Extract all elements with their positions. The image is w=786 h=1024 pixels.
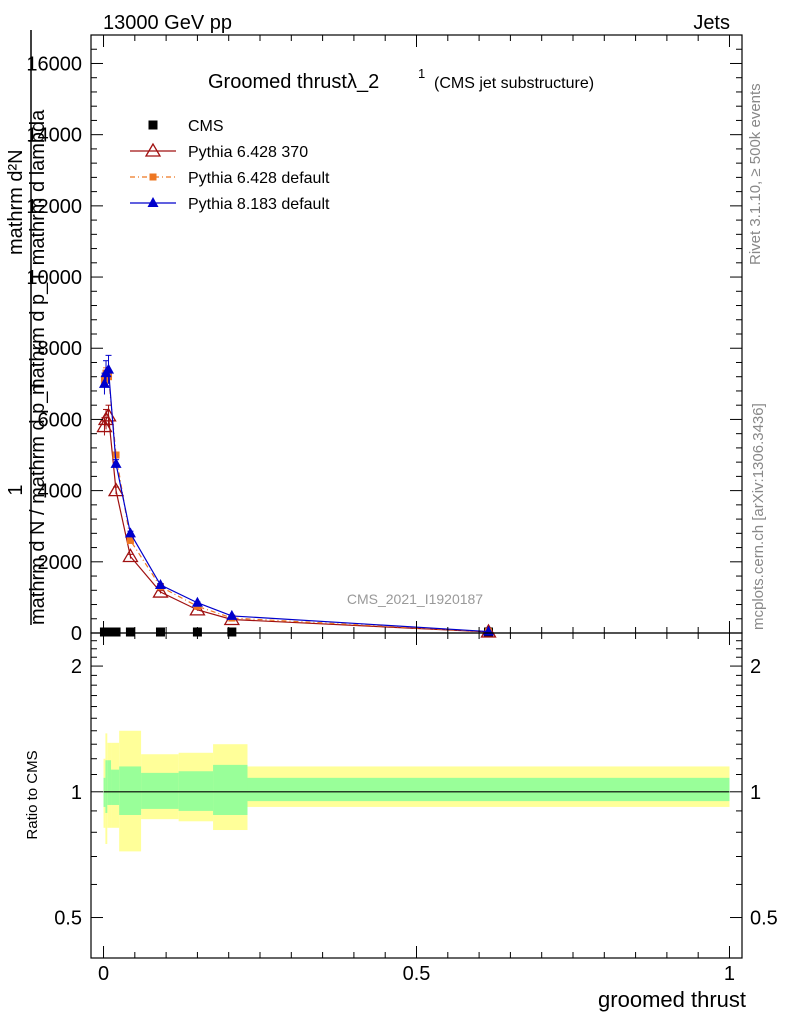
x-tick-labels: 0 0.5 1 [98, 963, 735, 985]
data-point [111, 627, 121, 637]
watermark-layer: CMS_2021_I1920187 [347, 591, 483, 607]
legend-label: Pythia 6.428 370 [188, 144, 308, 161]
y-title-prefix-num: 1 [5, 484, 27, 495]
ratio-ticks: 0.5 0.5 1 1 2 2 [54, 633, 778, 958]
ratio-y-tick-label: 0.5 [54, 908, 82, 930]
ratio-y-tick-label: 1 [71, 782, 82, 804]
y-title-denominator: mathrm d p_T mathrm d lambda [27, 109, 49, 395]
data-point [107, 482, 125, 497]
legend-marker [148, 120, 158, 130]
data-point [191, 596, 203, 607]
data-point [110, 457, 122, 468]
data-point [112, 451, 120, 459]
legend-label: Pythia 8.183 default [188, 196, 330, 213]
process-label: Jets [693, 12, 730, 34]
ratio-uncertainty-band-inner [107, 760, 112, 805]
ratio-uncertainty-band-inner [119, 766, 142, 815]
data-point [122, 548, 139, 563]
legend-marker [147, 197, 159, 207]
x-tick-label: 0 [98, 963, 109, 985]
ratio-uncertainty-band-inner [213, 764, 248, 815]
data-point [125, 627, 135, 637]
ratio-panel: 0.5 0.5 1 1 2 2 [54, 632, 778, 959]
data-point [226, 609, 238, 620]
ratio-y-axis-title: Ratio to CMS [24, 750, 41, 839]
y-tick-label: 4000 [38, 481, 83, 503]
y-tick-label: 12000 [26, 196, 82, 218]
y-title-numerator: mathrm d²N [5, 149, 27, 255]
ratio-y-tick-label: 2 [71, 656, 82, 678]
y-tick-label: 2000 [38, 552, 83, 574]
data-point [227, 627, 237, 637]
y-tick-label: 0 [71, 623, 82, 645]
ratio-y-tick-label-right: 2 [750, 656, 761, 678]
data-point [124, 527, 136, 538]
title-subtitle: (CMS jet substructure) [434, 75, 594, 92]
x-tick-label: 1 [724, 963, 735, 985]
title-main: Groomed thrustλ_2 [208, 71, 379, 93]
ratio-bands-layer [103, 730, 730, 852]
ratio-uncertainty-band-inner [141, 772, 179, 809]
ratio-uncertainty-band-inner [111, 769, 120, 805]
main-panel: CMS_2021_I1920187 0 2000 4000 6000 8000 10000… [26, 34, 743, 645]
y-tick-label: 8000 [38, 338, 83, 360]
data-point [152, 583, 169, 598]
legend-marker [149, 173, 157, 181]
main-ticks: 0 2000 4000 6000 8000 10000 12000 14000 16000 [26, 34, 742, 645]
main-series-layer [96, 354, 497, 638]
data-point [98, 377, 110, 388]
legend-marker [144, 142, 162, 157]
legend-label: CMS [188, 118, 224, 135]
y-tick-label: 14000 [26, 125, 82, 147]
data-point [103, 363, 115, 374]
analysis-watermark: CMS_2021_I1920187 [347, 591, 483, 607]
data-point [126, 536, 134, 544]
rivet-label: Rivet 3.1.10, ≥ 500k events [747, 83, 764, 265]
legend-label: Pythia 6.428 default [188, 170, 330, 187]
x-tick-label: 0.5 [403, 963, 431, 985]
ratio-uncertainty-band-inner [105, 760, 108, 813]
y-tick-label: 10000 [26, 267, 82, 289]
y-title-prefix-den: mathrm d N / mathrm d p_T [27, 379, 49, 625]
main-title: Groomed thrustλ_2 1 (CMS jet substructur… [208, 66, 594, 93]
mcplots-label: mcplots.cern.ch [arXiv:1306.3436] [750, 403, 767, 630]
series-pythia-8-183-default [98, 354, 494, 636]
x-axis-title: groomed thrust [598, 987, 746, 1012]
ratio-y-tick-label-right: 0.5 [750, 908, 778, 930]
data-point [104, 627, 114, 637]
legend: CMS Pythia 6.428 370 Pythia 6.428 default P… [130, 118, 330, 213]
title-superscript: 1 [418, 66, 425, 81]
main-y-axis-title: 1 mathrm d N / mathrm d p_T mathrm d²N m… [5, 30, 49, 625]
data-point [96, 418, 113, 433]
energy-label: 13000 GeV pp [103, 12, 232, 34]
ratio-uncertainty-band-inner [178, 771, 214, 811]
y-tick-label: 6000 [38, 409, 83, 431]
ratio-y-tick-label-right: 1 [750, 782, 761, 804]
y-tick-label: 16000 [26, 53, 82, 75]
ratio-uncertainty-band-inner [247, 777, 730, 802]
data-point [155, 627, 165, 637]
data-point [154, 578, 166, 589]
